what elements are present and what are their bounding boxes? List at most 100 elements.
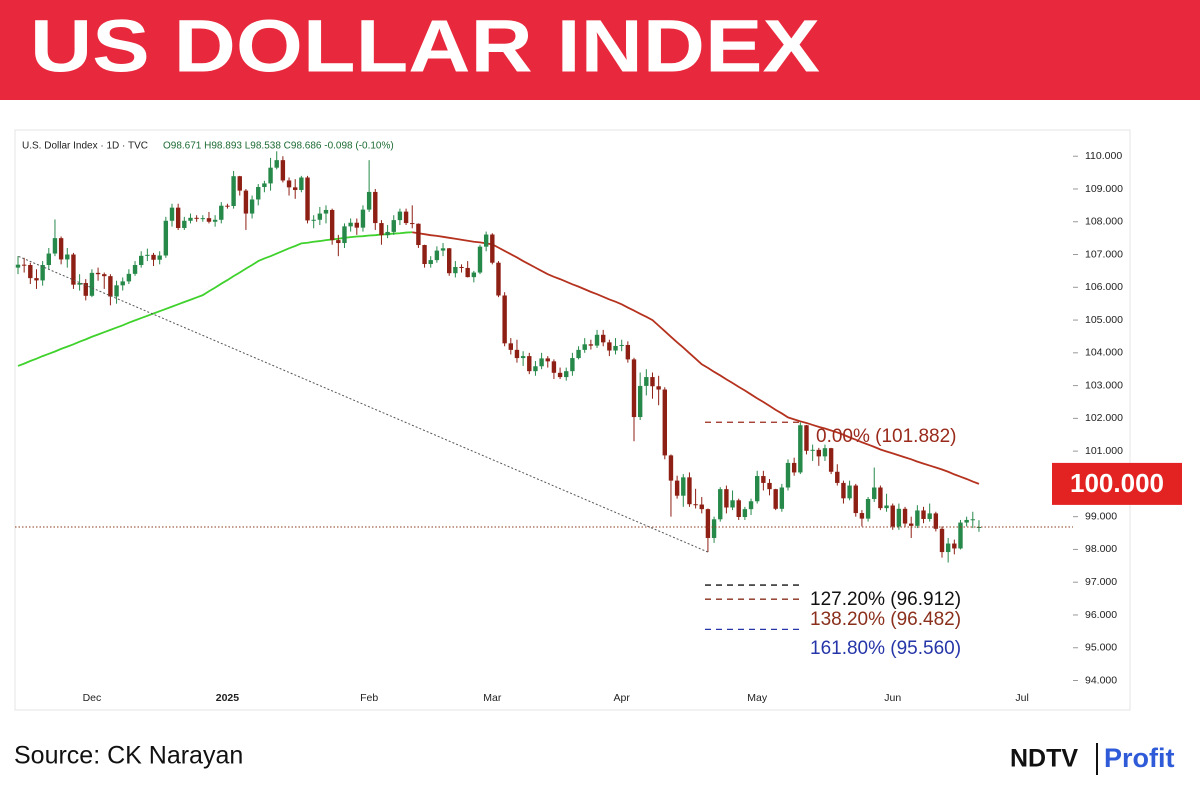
candle-body (625, 344, 631, 360)
candle-body (102, 274, 107, 277)
y-tick-label: 110.000 (1085, 150, 1122, 162)
candle-body (71, 254, 76, 285)
symbol-text: U.S. Dollar Index · 1D · TVC (22, 141, 148, 152)
candle-body (206, 218, 212, 222)
candle-body (447, 248, 452, 274)
candle-body (21, 264, 27, 266)
candle-body (508, 343, 513, 350)
candle-body (724, 489, 729, 508)
ohlc-text: O98.671 H98.893 L98.538 C98.686 -0.098 (… (163, 141, 394, 152)
candle-body (588, 344, 594, 346)
page-title: US DOLLAR INDEX (30, 5, 820, 88)
candle-body (878, 487, 883, 509)
candle-body (514, 349, 520, 359)
candle-body (373, 191, 378, 224)
candle-body (699, 504, 704, 510)
x-tick-label: Feb (360, 692, 378, 704)
candle-body (293, 187, 298, 190)
candle-body (662, 389, 667, 456)
candle-body (157, 255, 162, 260)
y-tick-label: 105.000 (1085, 314, 1123, 326)
candle-body (459, 266, 464, 268)
candle-body (126, 273, 132, 282)
ma-label-box (1052, 462, 1182, 505)
candle-body (613, 345, 618, 351)
candle-body (391, 220, 396, 232)
candle-body (761, 476, 766, 483)
candle-body (693, 504, 698, 506)
candle-body (865, 498, 871, 519)
candle-body (520, 356, 526, 359)
candle-body (545, 358, 550, 362)
x-tick-label: Jul (1015, 692, 1028, 704)
candle-body (132, 265, 138, 274)
y-tick-label: 96.000 (1085, 609, 1117, 621)
candle-body (644, 377, 649, 386)
candle-body (397, 211, 403, 221)
candle-body (847, 485, 852, 499)
candle-body (958, 522, 963, 549)
candle-body (674, 480, 680, 496)
candle-body (65, 254, 70, 260)
y-tick-label: 103.000 (1085, 379, 1123, 391)
candle-body (280, 160, 286, 181)
y-tick-label: 95.000 (1085, 642, 1117, 654)
candle-body (576, 349, 581, 359)
candle-body (872, 487, 877, 499)
candle-body (570, 358, 575, 372)
candle-body (828, 448, 834, 472)
candle-body (835, 471, 840, 483)
candle-body (939, 528, 945, 553)
candle-body (748, 501, 754, 510)
candle-body (909, 523, 914, 526)
brand: NDTV (1010, 745, 1078, 773)
candle-body (231, 176, 236, 207)
candle-body (970, 519, 975, 521)
candle-body (175, 207, 181, 228)
candle-body (379, 223, 384, 236)
candle-body (798, 425, 803, 473)
candle-body (323, 209, 329, 214)
candle-body (853, 485, 858, 514)
candle-body (822, 448, 828, 457)
candle-body (145, 254, 150, 256)
candle-body (434, 250, 440, 261)
candle-body (410, 223, 415, 225)
x-tick-label: Jun (884, 692, 901, 704)
source: Source: CK Narayan (14, 742, 243, 770)
candle-body (681, 477, 686, 496)
candle-body (619, 344, 624, 346)
y-tick-label: 99.000 (1085, 510, 1117, 522)
candle-body (336, 240, 341, 244)
candle-body (964, 519, 969, 523)
candle-body (274, 160, 279, 168)
candle-body (77, 283, 82, 285)
candle-body (194, 217, 199, 219)
header-band (0, 0, 1200, 100)
y-tick-label: 102.000 (1085, 412, 1123, 424)
candle-body (385, 231, 390, 236)
moving-average (412, 231, 980, 485)
candle-body (249, 199, 255, 214)
candle-body (453, 266, 458, 274)
candle-body (262, 183, 267, 188)
candle-body (896, 508, 902, 527)
candle-body (243, 190, 249, 214)
candle-body (742, 509, 748, 517)
candle-body (711, 519, 717, 538)
candle-body (366, 191, 372, 210)
x-tick-label: 2025 (216, 692, 240, 704)
candle-body (483, 234, 489, 247)
candle-body (342, 226, 347, 244)
candle-body (428, 260, 433, 265)
candle-body (650, 377, 655, 387)
candle-body (360, 209, 366, 228)
candle-body (83, 283, 88, 296)
candle-body (188, 217, 193, 221)
candle-body (169, 207, 175, 221)
candle-body (631, 359, 637, 418)
y-tick-label: 108.000 (1085, 216, 1123, 228)
candle-body (730, 500, 735, 508)
candle-body (607, 342, 612, 351)
candle-body (268, 167, 273, 184)
